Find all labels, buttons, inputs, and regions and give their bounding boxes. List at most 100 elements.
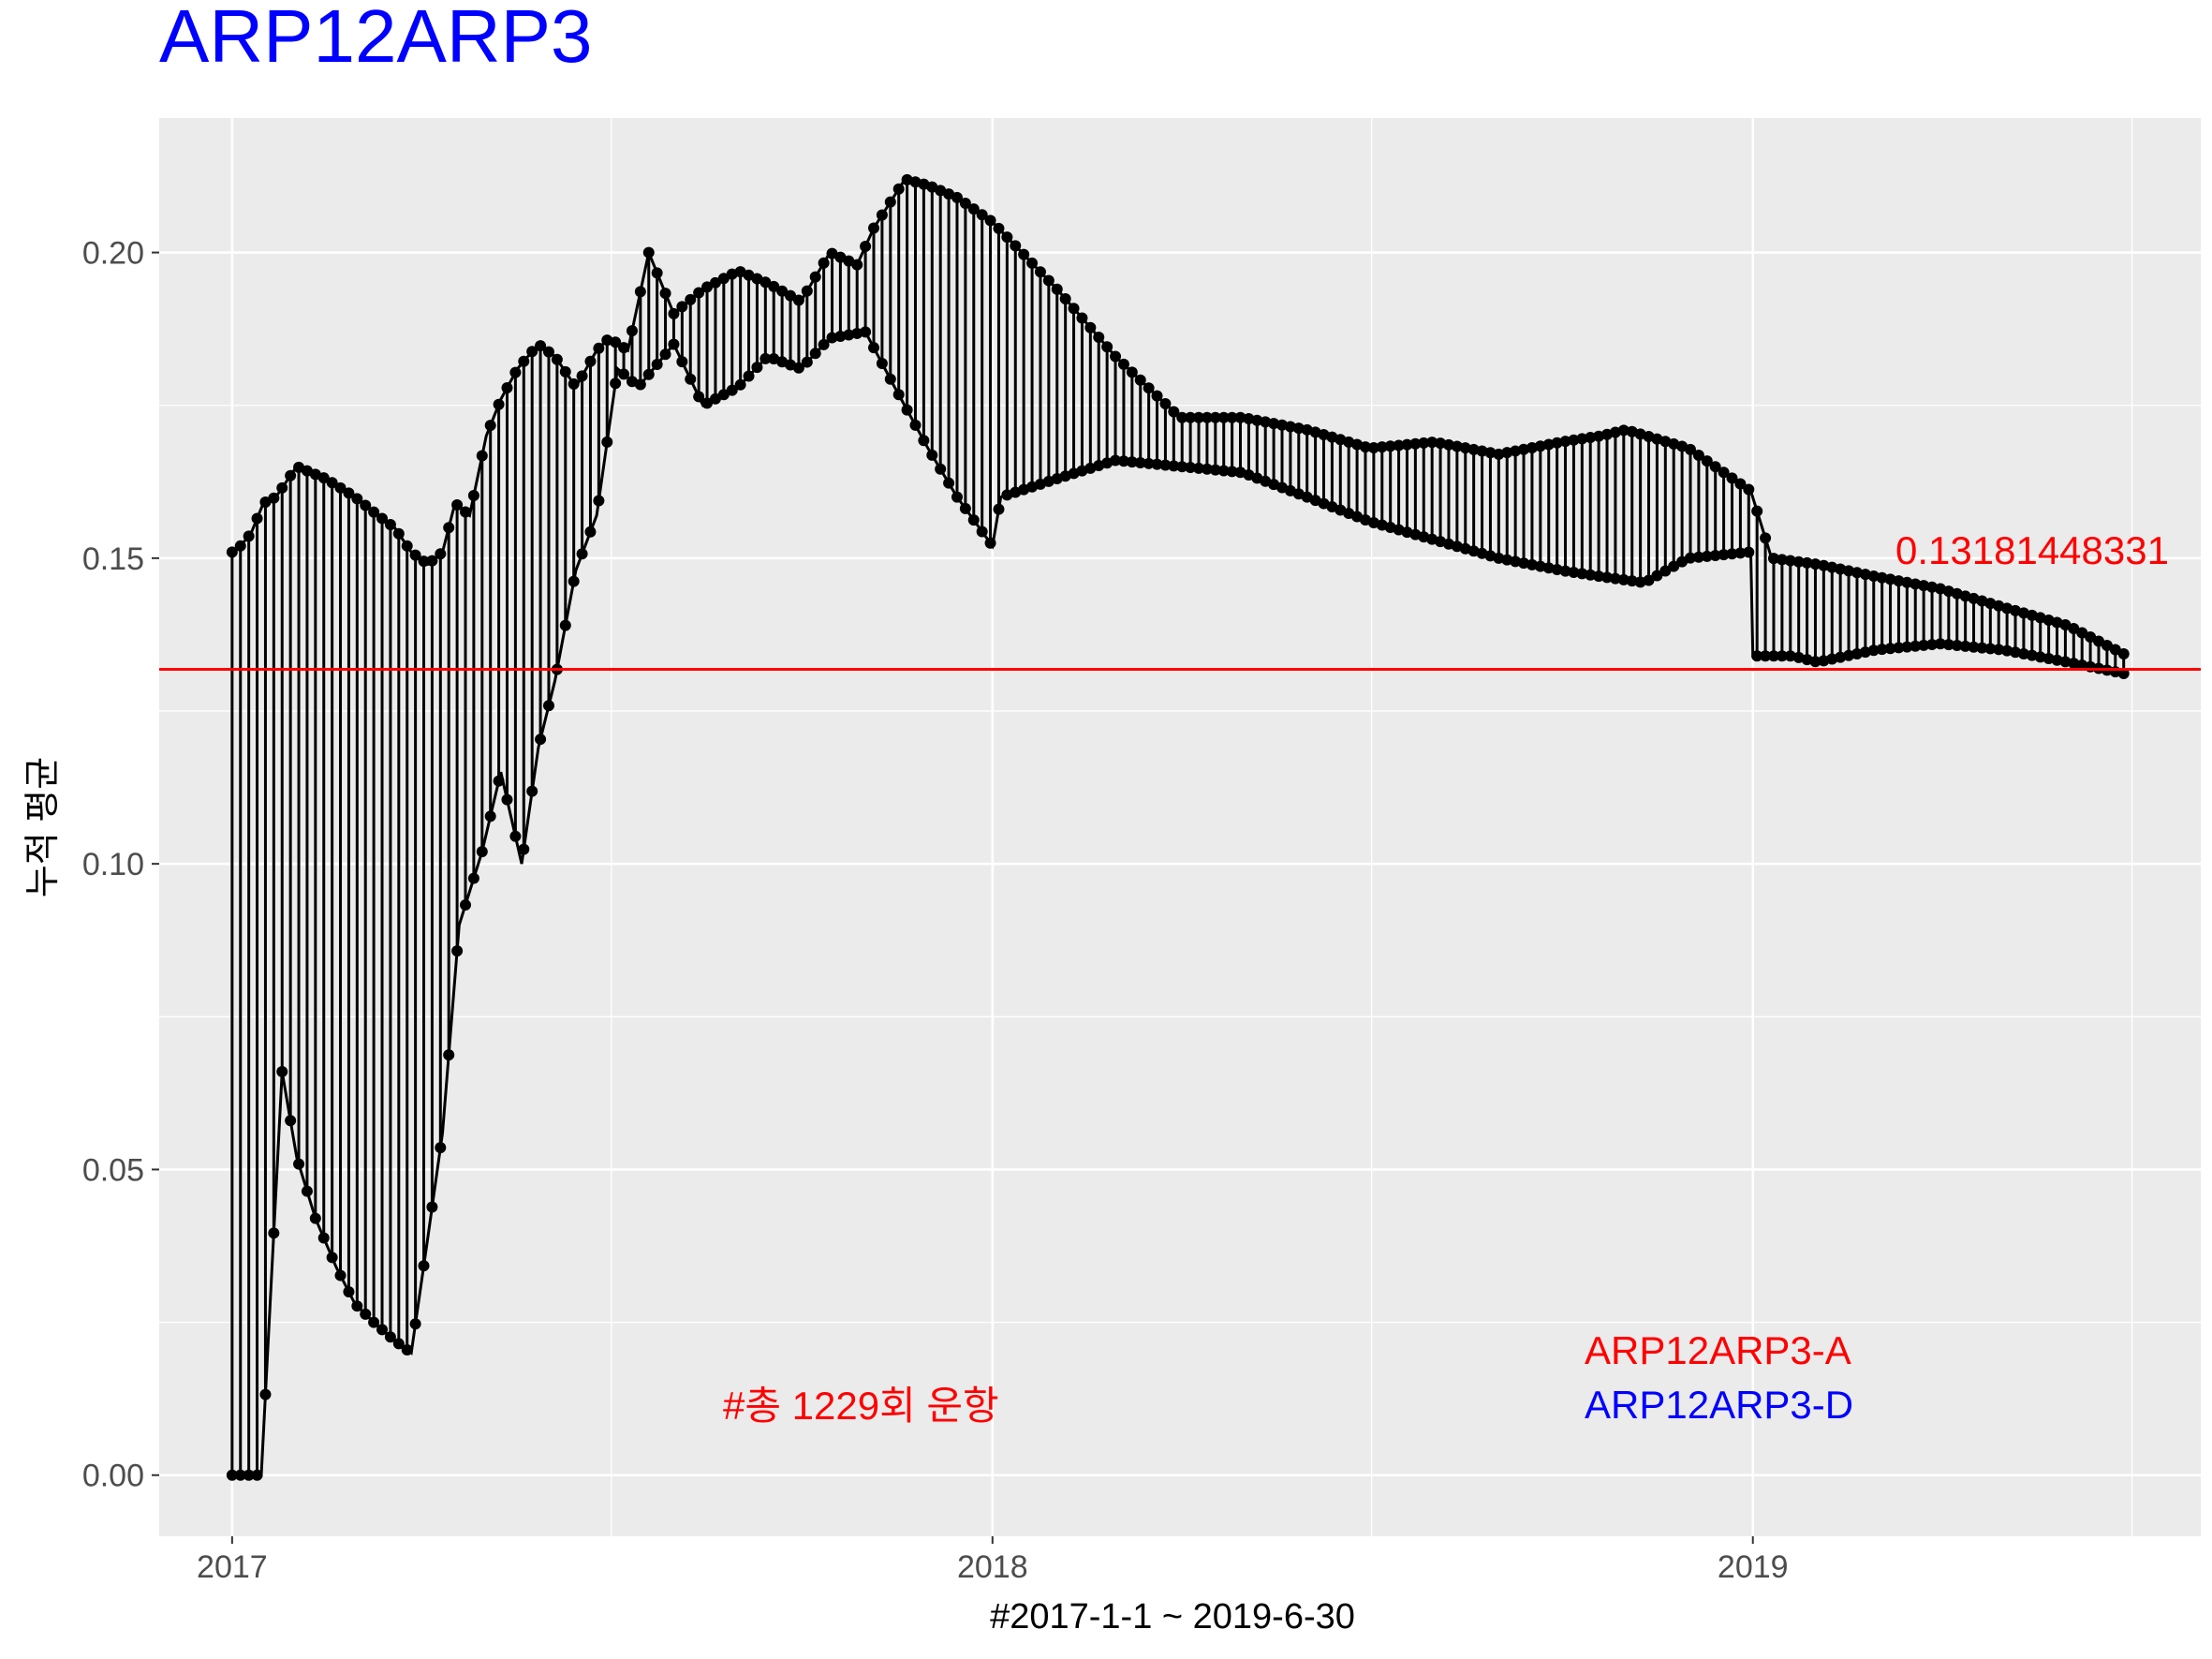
- series-point-lower: [1709, 550, 1721, 562]
- series-point-lower: [467, 872, 479, 884]
- series-point-upper: [1134, 374, 1146, 386]
- series-point-upper: [1018, 248, 1030, 260]
- series-point-lower: [2051, 654, 2063, 666]
- series-point-lower: [901, 404, 913, 416]
- series-point-upper: [659, 288, 671, 300]
- series-point-upper: [1042, 274, 1054, 287]
- series-point-upper: [876, 209, 888, 221]
- series-point-upper: [542, 346, 554, 358]
- series-point-lower: [376, 1324, 389, 1336]
- series-point-upper: [259, 496, 272, 509]
- series-point-upper: [1835, 563, 1847, 575]
- series-point-lower: [276, 1066, 288, 1078]
- series-point-lower: [693, 391, 705, 403]
- series-point-lower: [792, 362, 804, 374]
- series-point-lower: [834, 331, 847, 343]
- series-point-lower: [1168, 460, 1180, 472]
- series-point-upper: [1176, 411, 1188, 423]
- series-point-lower: [1651, 570, 1663, 582]
- series-point-upper: [1026, 257, 1039, 269]
- series-point-upper: [467, 489, 479, 501]
- series-point-lower: [642, 368, 655, 380]
- series-point-upper: [1867, 570, 1880, 582]
- series-point-upper: [251, 512, 263, 525]
- series-point-upper: [2068, 623, 2080, 635]
- x-tick-label: 2017: [197, 1549, 268, 1585]
- series-point-lower: [1617, 573, 1630, 585]
- series-point-lower: [951, 491, 963, 503]
- legend-label-departure: ARP12ARP3-D: [1585, 1383, 1853, 1427]
- series-point-lower: [1510, 555, 1522, 568]
- series-point-upper: [610, 336, 622, 348]
- series-point-upper: [401, 540, 413, 552]
- series-point-upper: [785, 289, 797, 302]
- series-point-lower: [801, 356, 813, 368]
- series-point-upper: [535, 340, 547, 352]
- series-point-upper: [776, 285, 789, 297]
- series-point-upper: [809, 271, 821, 283]
- series-point-upper: [1401, 438, 1413, 451]
- series-point-upper: [1409, 437, 1422, 450]
- series-point-upper: [693, 287, 705, 299]
- series-point-lower: [368, 1316, 380, 1328]
- series-point-upper: [1359, 441, 1371, 453]
- series-point-lower: [1601, 571, 1614, 584]
- series-point-lower: [1185, 462, 1197, 474]
- series-point-lower: [1692, 551, 1704, 563]
- series-point-upper: [1884, 573, 1896, 585]
- series-point-upper: [1709, 461, 1721, 473]
- flight-count-annotation: #총 1229회 운항: [723, 1384, 999, 1428]
- series-point-upper: [1126, 366, 1138, 378]
- series-point-lower: [493, 775, 505, 787]
- series-point-upper: [1243, 413, 1255, 425]
- series-point-upper: [243, 530, 255, 542]
- series-point-upper: [1451, 440, 1463, 452]
- series-point-upper: [1185, 411, 1197, 423]
- series-point-lower: [1701, 550, 1713, 562]
- x-tick-label: 2019: [1718, 1549, 1789, 1585]
- series-point-upper: [418, 555, 430, 568]
- series-point-lower: [392, 1338, 405, 1350]
- series-point-upper: [1851, 567, 1863, 579]
- series-point-lower: [935, 463, 947, 475]
- series-point-upper: [1685, 443, 1696, 455]
- series-point-lower: [293, 1158, 305, 1170]
- series-point-lower: [285, 1115, 297, 1127]
- series-point-lower: [435, 1142, 447, 1154]
- series-point-lower: [1576, 568, 1588, 580]
- series-point-upper: [1435, 437, 1447, 450]
- series-point-lower: [1718, 549, 1730, 561]
- series-point-upper: [1576, 433, 1588, 445]
- series-point-upper: [1767, 553, 1779, 565]
- series-point-upper: [593, 342, 605, 354]
- series-point-lower: [734, 378, 746, 391]
- series-point-lower: [634, 378, 646, 391]
- series-point-lower: [1226, 466, 1238, 478]
- series-point-upper: [409, 549, 421, 561]
- series-point-upper: [276, 481, 288, 494]
- series-point-upper: [1901, 576, 1913, 588]
- series-point-lower: [593, 495, 605, 507]
- series-point-lower: [1867, 644, 1880, 657]
- series-point-upper: [1542, 438, 1555, 451]
- series-point-upper: [1510, 445, 1522, 457]
- series-point-upper: [368, 506, 380, 518]
- series-point-upper: [2076, 627, 2088, 639]
- series-point-upper: [976, 209, 988, 221]
- series-point-upper: [1159, 398, 1172, 410]
- series-point-upper: [1260, 416, 1272, 428]
- series-point-upper: [1760, 532, 1772, 544]
- tick-labels: 2017 2018 2019 0.00 0.05 0.10 0.15 0.20: [82, 236, 1789, 1585]
- series-point-upper: [1751, 505, 1763, 517]
- series-point-lower: [1493, 552, 1505, 564]
- series-point-upper: [460, 506, 471, 518]
- series-point-lower: [584, 526, 597, 538]
- series-point-lower: [1968, 641, 1980, 653]
- series-point-upper: [1809, 558, 1821, 570]
- series-point-upper: [993, 222, 1005, 234]
- series-point-upper: [801, 285, 813, 297]
- series-point-upper: [1467, 443, 1480, 455]
- series-point-upper: [334, 481, 347, 494]
- series-point-lower: [1526, 558, 1538, 570]
- series-point-upper: [1876, 571, 1888, 584]
